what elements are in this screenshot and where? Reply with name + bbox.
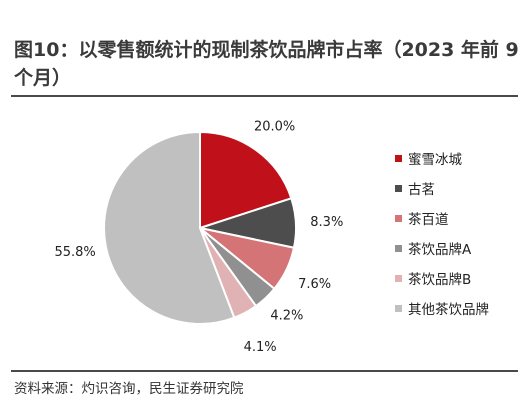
legend-swatch [395, 304, 402, 312]
legend-item-4: 茶饮品牌B [395, 263, 489, 293]
pie-slice-0 [199, 130, 293, 230]
legend-label: 古茗 [408, 182, 435, 198]
legend-swatch [395, 244, 402, 252]
pie-data-label-1: 8.3% [310, 215, 343, 230]
legend-swatch [395, 154, 402, 162]
chart-legend: 蜜雪冰城古茗茶百道茶饮品牌A 茶饮品牌B 其他茶饮品牌 [395, 143, 489, 323]
pie-data-label-3: 4.2% [270, 309, 303, 324]
legend-label: 其他茶饮品牌 [408, 302, 489, 318]
legend-swatch [395, 274, 402, 282]
title-divider [11, 95, 518, 97]
legend-swatch [395, 184, 402, 192]
legend-item-5: 其他茶饮品牌 [395, 293, 489, 323]
legend-item-1: 古茗 [395, 173, 489, 203]
source-note: 资料来源：灼识咨询，民生证券研究院 [14, 381, 244, 397]
legend-item-2: 茶百道 [395, 203, 489, 233]
legend-label: 茶饮品牌B [408, 272, 472, 288]
pie-data-label-5: 55.8% [54, 245, 95, 260]
legend-label: 蜜雪冰城 [408, 152, 462, 168]
legend-label: 茶百道 [408, 212, 449, 228]
legend-item-0: 蜜雪冰城 [395, 143, 489, 173]
source-divider [11, 370, 518, 372]
pie-data-label-2: 7.6% [298, 277, 331, 292]
chart-title: 图10：以零售额统计的现制茶饮品牌市占率（2023 年前 9 个月） [14, 39, 519, 89]
pie-slice-5 [103, 130, 236, 325]
legend-item-3: 茶饮品牌A [395, 233, 489, 263]
pie-data-label-4: 4.1% [244, 340, 277, 355]
legend-label: 茶饮品牌A [408, 242, 472, 258]
pie-data-label-0: 20.0% [254, 119, 295, 134]
legend-swatch [395, 214, 402, 222]
